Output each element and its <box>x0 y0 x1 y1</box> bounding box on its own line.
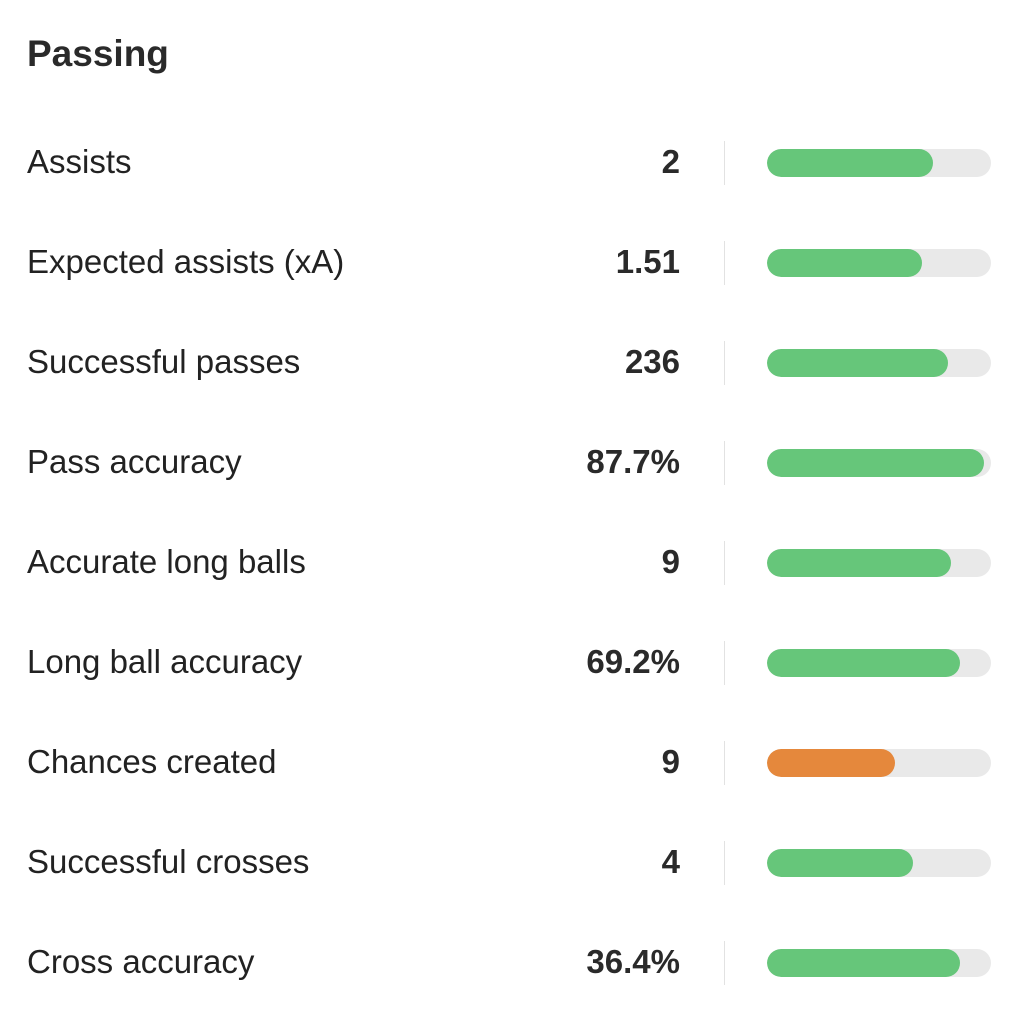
percentile-bar-fill <box>767 549 951 577</box>
stat-value: 87.7% <box>586 443 680 480</box>
stat-value: 9 <box>661 543 680 580</box>
divider <box>724 241 725 285</box>
stat-value: 36.4% <box>586 943 680 980</box>
percentile-bar <box>767 949 991 977</box>
percentile-bar <box>767 349 991 377</box>
stat-row: Accurate long balls 9 <box>0 512 1024 612</box>
stat-value: 1.51 <box>615 243 680 280</box>
percentile-bar-fill <box>767 649 960 677</box>
divider <box>724 641 725 685</box>
stat-label: Accurate long balls <box>27 543 306 580</box>
divider <box>724 141 725 185</box>
stat-label: Assists <box>27 143 132 180</box>
stat-label: Chances created <box>27 743 277 780</box>
stats-list: Assists 2 Expected assists (xA) 1.51 Suc… <box>0 112 1024 1012</box>
stat-value: 236 <box>624 343 680 380</box>
percentile-bar-fill <box>767 849 913 877</box>
stat-value: 69.2% <box>586 643 680 680</box>
percentile-bar-fill <box>767 349 949 377</box>
percentile-bar <box>767 149 991 177</box>
stat-label: Cross accuracy <box>27 943 255 980</box>
stat-value: 2 <box>661 143 680 180</box>
stat-label: Long ball accuracy <box>27 643 303 680</box>
divider <box>724 941 725 985</box>
percentile-bar-fill <box>767 149 933 177</box>
stat-row: Assists 2 <box>0 112 1024 212</box>
stat-row: Successful passes 236 <box>0 312 1024 412</box>
divider <box>724 841 725 885</box>
stat-value: 4 <box>661 843 680 880</box>
percentile-bar-fill <box>767 749 895 777</box>
section-title: Passing <box>27 33 169 74</box>
stat-label: Successful passes <box>27 343 301 380</box>
stat-row: Long ball accuracy 69.2% <box>0 612 1024 712</box>
stat-row: Chances created 9 <box>0 712 1024 812</box>
percentile-bar <box>767 549 991 577</box>
stat-row: Pass accuracy 87.7% <box>0 412 1024 512</box>
percentile-bar-fill <box>767 249 922 277</box>
stat-label: Pass accuracy <box>27 443 242 480</box>
percentile-bar <box>767 749 991 777</box>
divider <box>724 541 725 585</box>
percentile-bar <box>767 649 991 677</box>
divider <box>724 341 725 385</box>
divider <box>724 441 725 485</box>
percentile-bar <box>767 449 991 477</box>
percentile-bar-fill <box>767 949 960 977</box>
percentile-bar <box>767 849 991 877</box>
stat-row: Expected assists (xA) 1.51 <box>0 212 1024 312</box>
stat-row: Cross accuracy 36.4% <box>0 912 1024 1012</box>
percentile-bar-fill <box>767 449 985 477</box>
percentile-bar <box>767 249 991 277</box>
stat-label: Expected assists (xA) <box>27 243 345 280</box>
stat-label: Successful crosses <box>27 843 310 880</box>
divider <box>724 741 725 785</box>
stat-row: Successful crosses 4 <box>0 812 1024 912</box>
stat-value: 9 <box>661 743 680 780</box>
